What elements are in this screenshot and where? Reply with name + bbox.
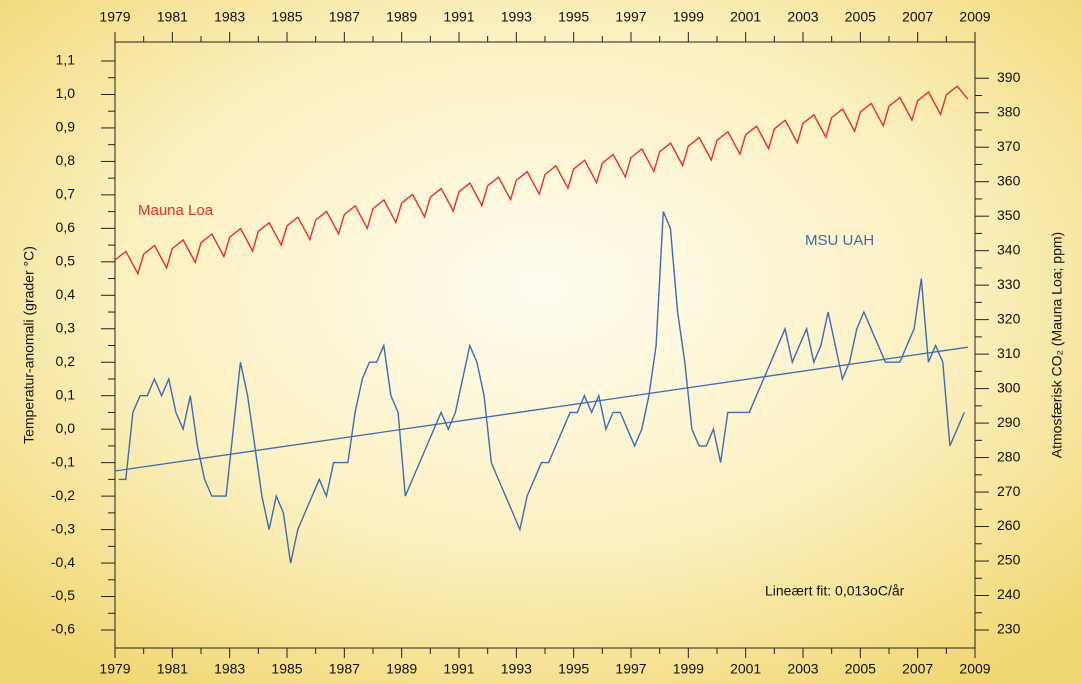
x-tick-label: 2003 (787, 9, 818, 25)
y-axis-label: Temperatur-anomali (grader °C) (21, 246, 37, 444)
x-tick-label: 1979 (99, 661, 130, 677)
y-tick-label: -0,6 (51, 621, 75, 637)
y-tick-label: -0,2 (51, 487, 75, 503)
x-tick-label: 1987 (329, 9, 360, 25)
x-tick-label: 1999 (673, 661, 704, 677)
y-tick-label: -0,3 (51, 520, 75, 536)
y-tick-label: 0,4 (56, 286, 76, 302)
x-tick-label: 1987 (329, 661, 360, 677)
y2-tick-label: 340 (997, 241, 1021, 257)
y-tick-label: -0,4 (51, 554, 75, 570)
y2-tick-label: 270 (997, 483, 1021, 499)
y2-tick-label: 280 (997, 448, 1021, 464)
series-line (114, 85, 969, 276)
x-tick-label: 2009 (959, 9, 990, 25)
series-label: Mauna Loa (138, 202, 214, 219)
x-tick-label: 1991 (443, 9, 474, 25)
y2-tick-label: 300 (997, 379, 1021, 395)
y-tick-label: 0,2 (56, 353, 76, 369)
y2-tick-label: 310 (997, 345, 1021, 361)
x-tick-label: 2005 (845, 9, 876, 25)
y2-tick-label: 260 (997, 517, 1021, 533)
x-tick-label: 1995 (558, 661, 589, 677)
x-tick-label: 1997 (615, 9, 646, 25)
x-tick-label: 1981 (157, 9, 188, 25)
x-tick-label: 2001 (730, 9, 761, 25)
x-tick-label: 1993 (501, 9, 532, 25)
y2-tick-label: 330 (997, 276, 1021, 292)
y-tick-label: 0,6 (56, 219, 76, 235)
x-tick-label: 2003 (787, 661, 818, 677)
x-tick-label: 1993 (501, 661, 532, 677)
x-tick-label: 2001 (730, 661, 761, 677)
y-tick-label: 0,5 (56, 253, 76, 269)
y2-axis-label: Atmosfærisk CO₂ (Mauna Loa; ppm) (1049, 232, 1065, 458)
y2-tick-label: 320 (997, 310, 1021, 326)
x-tick-label: 2009 (959, 661, 990, 677)
y-tick-label: 0,8 (56, 152, 76, 168)
trend-line (114, 346, 968, 472)
y2-tick-label: 370 (997, 138, 1021, 154)
x-tick-label: 1989 (386, 661, 417, 677)
y2-tick-label: 290 (997, 414, 1021, 430)
x-tick-label: 1985 (271, 9, 302, 25)
y-tick-label: 0,9 (56, 119, 76, 135)
y2-tick-label: 390 (997, 69, 1021, 85)
y2-tick-label: 360 (997, 172, 1021, 188)
x-tick-label: 2005 (845, 661, 876, 677)
annotation: Lineært fit: 0,013oC/år (765, 583, 905, 599)
x-tick-label: 2007 (902, 661, 933, 677)
x-tick-label: 1981 (157, 661, 188, 677)
y-tick-label: 1,1 (56, 52, 76, 68)
x-tick-label: 1991 (443, 661, 474, 677)
y2-tick-label: 350 (997, 207, 1021, 223)
x-tick-label: 1989 (386, 9, 417, 25)
y2-tick-label: 380 (997, 103, 1021, 119)
series-line (118, 211, 965, 564)
y-tick-label: -0,1 (51, 453, 75, 469)
x-tick-label: 1979 (99, 9, 130, 25)
x-tick-label: 1983 (214, 9, 245, 25)
x-tick-label: 1999 (673, 9, 704, 25)
y-tick-label: 0,7 (56, 186, 76, 202)
y-tick-label: 0,3 (56, 319, 76, 335)
y-tick-label: 0,0 (56, 420, 76, 436)
x-tick-label: 1985 (271, 661, 302, 677)
y2-tick-label: 240 (997, 586, 1021, 602)
y-tick-label: -0,5 (51, 587, 75, 603)
x-tick-label: 2007 (902, 9, 933, 25)
y2-tick-label: 230 (997, 621, 1021, 637)
y2-tick-label: 250 (997, 552, 1021, 568)
series-label: MSU UAH (805, 232, 874, 249)
y-tick-label: 0,1 (56, 386, 76, 402)
x-tick-label: 1997 (615, 661, 646, 677)
y-tick-label: 1,0 (56, 85, 76, 101)
x-tick-label: 1983 (214, 661, 245, 677)
x-tick-label: 1995 (558, 9, 589, 25)
